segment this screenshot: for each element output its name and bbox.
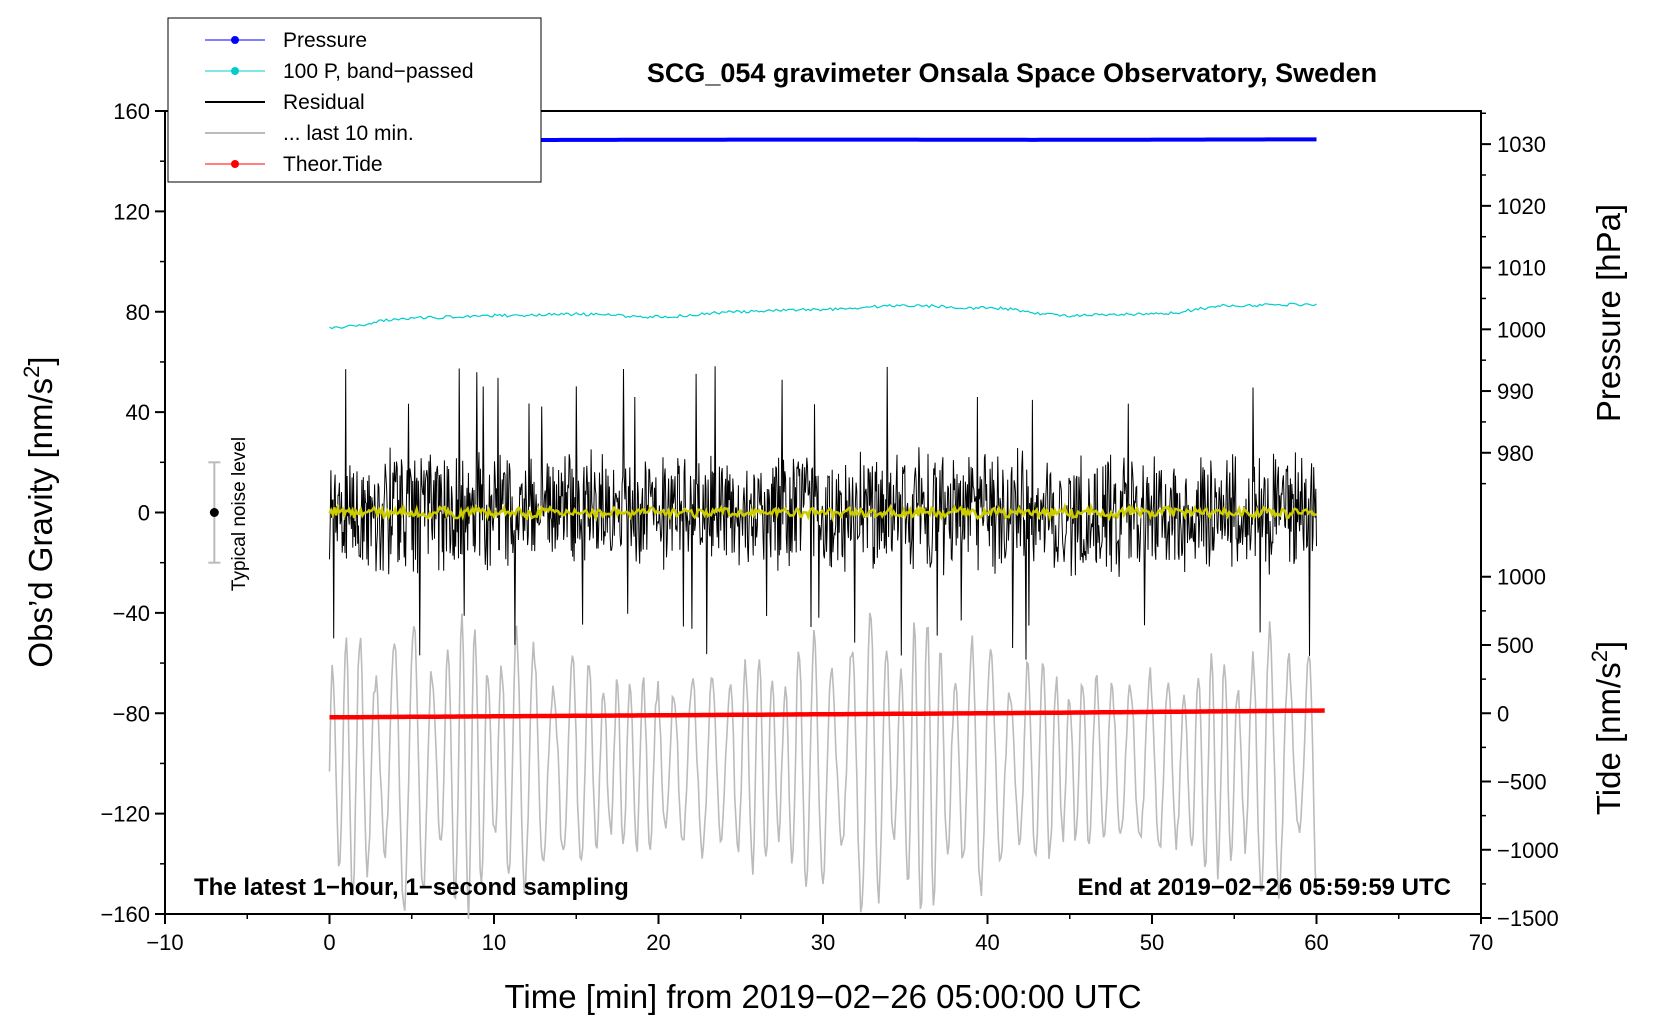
pressure-tick-label: 1030 [1497,132,1546,157]
y-tick-label: 160 [113,99,150,124]
legend-box [167,17,542,183]
tide-tick-label: −1000 [1497,838,1559,863]
data-series [328,137,1325,920]
y-axis-label-gravity-text: Obs’d Gravity [nm/s [22,378,59,668]
axis-ticks: −10 0 10 20 30 40 50 60 7016012080400−40−80−120−… [100,99,1558,955]
y-tick-label: 40 [126,400,150,425]
y-axis-label-gravity-end: ] [22,356,59,365]
x-tick-label: 20 [646,930,670,955]
legend-label: Theor.Tide [283,153,383,176]
x-tick-label: −10 [146,930,183,955]
tide-tick-label: 500 [1497,633,1534,658]
x-tick-label: 60 [1304,930,1328,955]
legend-label: Residual [283,91,365,114]
legend-label: 100 P, band−passed [283,60,474,83]
legend-marker [231,67,239,75]
tide-tick-label: −500 [1497,770,1547,795]
y-axis-label-gravity-sup: 2 [19,366,44,378]
y-tick-label: −120 [100,802,150,827]
tide-tick-label: −1500 [1497,906,1559,931]
y-axis-label-tide-sup: 2 [1587,650,1612,662]
x-tick-label: 0 [323,930,335,955]
legend: Pressure 100 P, band−passed Residual ... la… [167,17,542,183]
y-axis-label-tide-end: ] [1590,641,1627,650]
legend-label: ... last 10 min. [283,122,414,145]
x-tick-label: 70 [1469,930,1493,955]
series-theoretical-tide [329,708,1325,720]
x-tick-label: 30 [811,930,835,955]
series-last-10-min [328,612,1318,920]
y-tick-label: 80 [126,300,150,325]
tide-tick-label: 1000 [1497,565,1546,590]
noise-bar [208,461,221,564]
legend-marker [231,36,239,44]
series-pressure-bandpassed [329,302,1317,330]
annotation-end-time: End at 2019−02−26 05:59:59 UTC [1077,874,1451,901]
series-residual [329,366,1317,660]
y-axis-label-tide-text: Tide [nm/s [1590,662,1627,815]
series-residual-smoothed [328,502,1317,523]
legend-marker [231,160,239,168]
x-tick-label: 40 [975,930,999,955]
y-tick-label: −80 [113,701,150,726]
y-axis-label-gravity: Obs’d Gravity [nm/s2] [19,356,59,667]
chart-title: SCG_054 gravimeter Onsala Space Observat… [647,58,1377,88]
y-tick-label: −160 [100,902,150,927]
pressure-tick-label: 1010 [1497,256,1546,281]
tide-tick-label: 0 [1497,701,1509,726]
y-tick-label: 120 [113,199,150,224]
pressure-tick-label: 1000 [1497,317,1546,342]
y-tick-label: −40 [113,601,150,626]
x-axis-label: Time [min] from 2019−02−26 05:00:00 UTC [504,978,1141,1015]
annotation-sampling: The latest 1−hour, 1−second sampling [194,874,629,901]
noise-level-label: Typical noise level [229,437,250,591]
legend-label: Pressure [283,29,367,52]
pressure-tick-label: 980 [1497,441,1534,466]
pressure-tick-label: 990 [1497,379,1534,404]
x-tick-label: 10 [482,930,506,955]
noise-bar-center [209,508,219,517]
y-tick-label: 0 [138,501,150,526]
y-axis-label-tide: Tide [nm/s2] [1587,641,1627,815]
y-axis-label-pressure: Pressure [hPa] [1590,204,1627,422]
pressure-tick-label: 1020 [1497,194,1546,219]
x-tick-label: 50 [1140,930,1164,955]
